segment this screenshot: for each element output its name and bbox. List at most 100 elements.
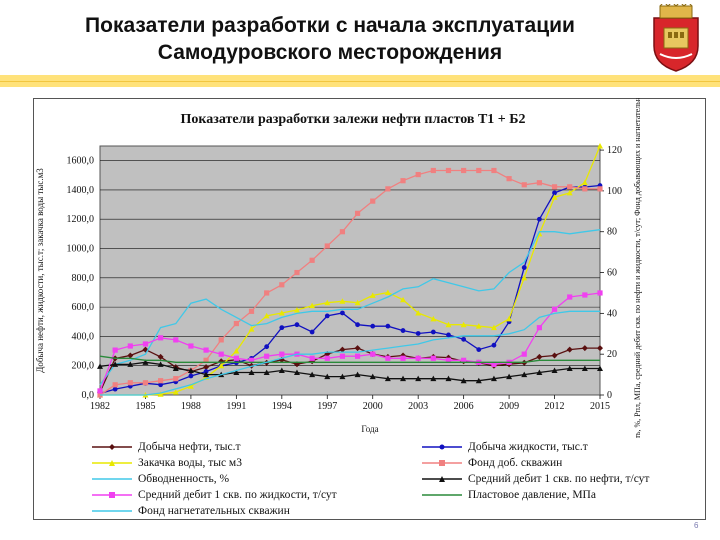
- series-2-point: [597, 143, 603, 149]
- chart-title: Показатели разработки залежи нефти пласт…: [180, 112, 525, 127]
- series-5-point: [445, 375, 452, 382]
- series-6-point: [218, 351, 224, 357]
- series-3-point: [339, 229, 346, 235]
- series-6-point: [445, 357, 452, 363]
- series-2-point: [460, 321, 467, 328]
- series-2-point: [157, 391, 164, 397]
- series-5-point: [112, 361, 119, 367]
- series-6-point: [203, 347, 209, 353]
- page-number: 6: [694, 521, 699, 530]
- series-6-point: [112, 347, 118, 353]
- series-2-point: [369, 292, 376, 298]
- series-0-point: [127, 352, 134, 359]
- series-0-point: [566, 346, 573, 353]
- series-2-point: [233, 348, 240, 354]
- series-5-point: [309, 371, 316, 378]
- series-5-point: [203, 371, 210, 378]
- y-left-tick-label: 0,0: [82, 390, 95, 401]
- series-1-point: [203, 369, 209, 374]
- series-5-point: [460, 377, 467, 384]
- series-5-point: [566, 365, 573, 371]
- legend-swatch: [92, 492, 132, 498]
- series-3-point: [521, 182, 527, 188]
- x-tick-label: 1982: [90, 401, 110, 412]
- chart-legend: Добыча нефти, тыс.т Закачка воды, тыс м3 О…: [90, 440, 650, 518]
- x-tick-label: 2003: [408, 401, 428, 412]
- series-0-point: [581, 345, 588, 352]
- series-2-point: [581, 179, 588, 186]
- y-left-tick-label: 400,0: [72, 331, 95, 342]
- series-6-point: [567, 294, 573, 300]
- series-6-point: [430, 355, 436, 361]
- series-3-point: [506, 176, 512, 182]
- series-3-point: [582, 186, 588, 192]
- legend-swatch: [422, 494, 462, 496]
- series-6-point: [142, 341, 149, 347]
- y-left-tick-label: 200,0: [72, 361, 95, 372]
- series-1-point: [370, 323, 376, 329]
- series-0-point: [157, 353, 164, 360]
- series-1-point: [446, 332, 451, 338]
- series-2-point: [566, 189, 573, 196]
- series-2-point: [187, 383, 194, 389]
- series-3-point: [264, 290, 270, 296]
- y-right-tick-label: 40: [607, 308, 617, 319]
- series-2-point: [354, 299, 361, 306]
- series-3-point: [173, 376, 179, 382]
- series-5-point: [187, 367, 194, 374]
- series-3-point: [370, 198, 376, 204]
- series-5-point: [384, 375, 391, 382]
- series-1-point: [521, 265, 527, 270]
- y-right-tick-label: 80: [607, 227, 617, 238]
- series-6-point: [597, 290, 603, 296]
- series-1-point: [264, 344, 270, 350]
- series-2-point: [475, 323, 482, 329]
- series-0-point: [536, 353, 543, 360]
- series-line-1: [99, 184, 601, 395]
- series-1-point: [552, 190, 557, 196]
- y-left-tick-label: 1000,0: [67, 244, 95, 255]
- series-1-point: [294, 322, 300, 328]
- series-1-point: [476, 347, 482, 352]
- series-6-point: [173, 337, 179, 343]
- series-3-point: [279, 282, 285, 288]
- series-0-point: [324, 350, 331, 357]
- series-6-point: [158, 335, 164, 341]
- series-2-point: [324, 299, 331, 306]
- series-5-point: [490, 375, 497, 382]
- series-6-point: [248, 357, 255, 363]
- series-5-point: [127, 361, 134, 367]
- series-5-point: [551, 367, 558, 374]
- series-2-point: [490, 324, 497, 331]
- series-line-8: [100, 310, 600, 396]
- series-5-point: [475, 377, 482, 384]
- series-3-point: [127, 380, 133, 386]
- series-1-point: [415, 331, 421, 336]
- legend-swatch: [422, 460, 462, 466]
- legend-swatch: [92, 510, 132, 512]
- y-left-axis-title: Добыча нефти, жидкости, тыс.т; закачка в…: [35, 168, 45, 373]
- series-5-point: [415, 375, 422, 382]
- y-right-tick-label: 20: [607, 349, 617, 360]
- y-left-tick-label: 800,0: [72, 273, 95, 284]
- series-2-point: [218, 362, 225, 369]
- development-chart: Показатели разработки залежи нефти пласт…: [35, 98, 642, 438]
- slide-title-line-2: Самодуровского месторождения: [157, 41, 503, 64]
- y-left-tick-label: 1600,0: [67, 156, 95, 167]
- series-2-point: [263, 312, 270, 319]
- series-3-point: [476, 167, 482, 174]
- legend-label: Средний дебит 1 скв. по нефти, т/сут: [468, 473, 650, 485]
- series-6-point: [551, 306, 558, 312]
- series-2-point: [309, 302, 316, 309]
- series-2-point: [430, 315, 437, 322]
- series-line-2: [100, 145, 601, 396]
- series-6-point: [97, 388, 103, 394]
- series-3-point: [354, 210, 361, 216]
- series-6-point: [354, 353, 361, 359]
- series-6-point: [415, 355, 421, 361]
- series-6-point: [324, 355, 330, 361]
- series-5-point: [293, 369, 300, 376]
- legend-label: Добыча жидкости, тыс.т: [468, 441, 588, 453]
- series-2-point: [248, 326, 255, 332]
- series-5-point: [597, 365, 603, 371]
